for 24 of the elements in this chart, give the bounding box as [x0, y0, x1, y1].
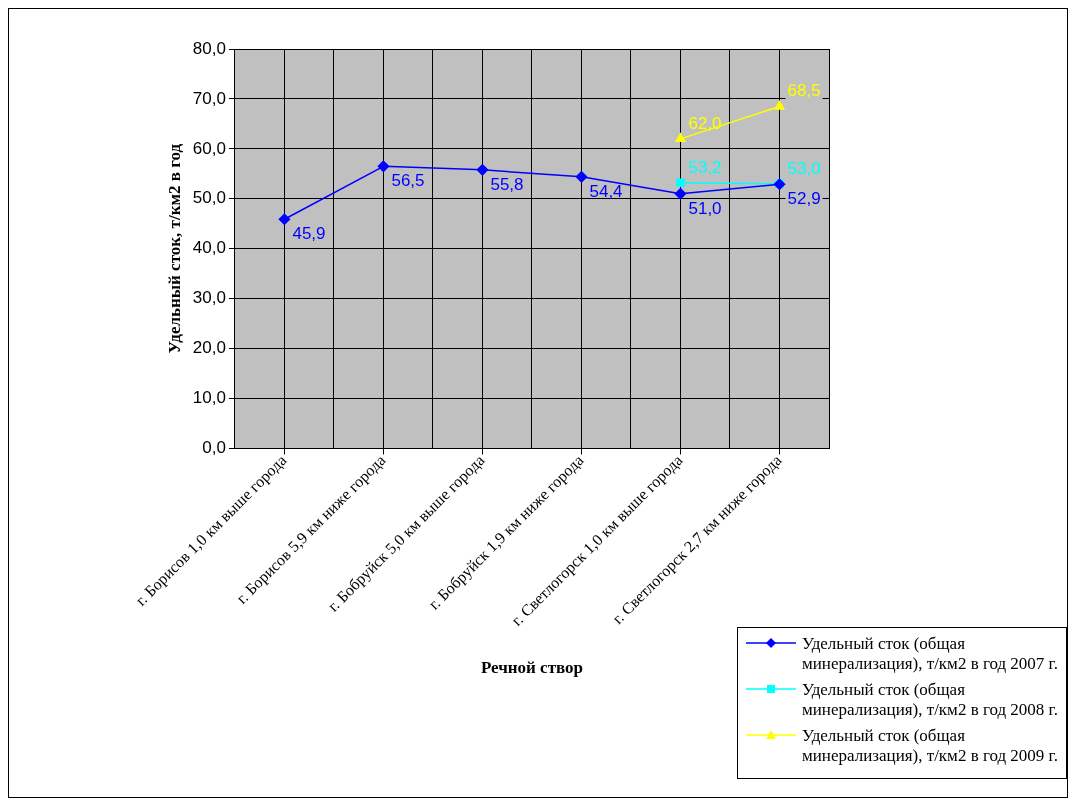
y-tick-label: 0,0	[202, 438, 226, 458]
legend-label: Удельный сток (общая минерализация), т/км2 в год 2008 г.	[802, 680, 1058, 720]
data-label: 51,0	[688, 198, 722, 218]
y-tick-label: 10,0	[192, 388, 226, 408]
data-label: 56,5	[391, 171, 425, 191]
y-tick-label: 20,0	[192, 338, 226, 358]
y-tick-label: 80,0	[192, 38, 226, 58]
data-label: 62,0	[688, 113, 722, 133]
y-tick-label: 60,0	[192, 138, 226, 158]
data-label: 53,2	[688, 157, 722, 177]
data-label: 68,5	[787, 81, 821, 101]
legend-label: Удельный сток (общая минерализация), т/км2 в год 2007 г.	[802, 634, 1058, 674]
y-tick-label: 40,0	[192, 238, 226, 258]
legend-label: Удельный сток (общая минерализация), т/км2 в год 2009 г.	[802, 726, 1058, 766]
data-label: 55,8	[490, 174, 524, 194]
data-label: 52,9	[787, 189, 821, 209]
y-tick-label: 70,0	[192, 88, 226, 108]
y-tick-label: 30,0	[192, 288, 226, 308]
x-axis-title: Речной створ	[480, 658, 584, 678]
data-label: 54,4	[589, 181, 623, 201]
data-label: 45,9	[292, 224, 326, 244]
y-tick-label: 50,0	[192, 188, 226, 208]
y-axis-title: Удельный сток, т/км2 в год	[165, 143, 185, 354]
data-label: 53,0	[787, 158, 821, 178]
